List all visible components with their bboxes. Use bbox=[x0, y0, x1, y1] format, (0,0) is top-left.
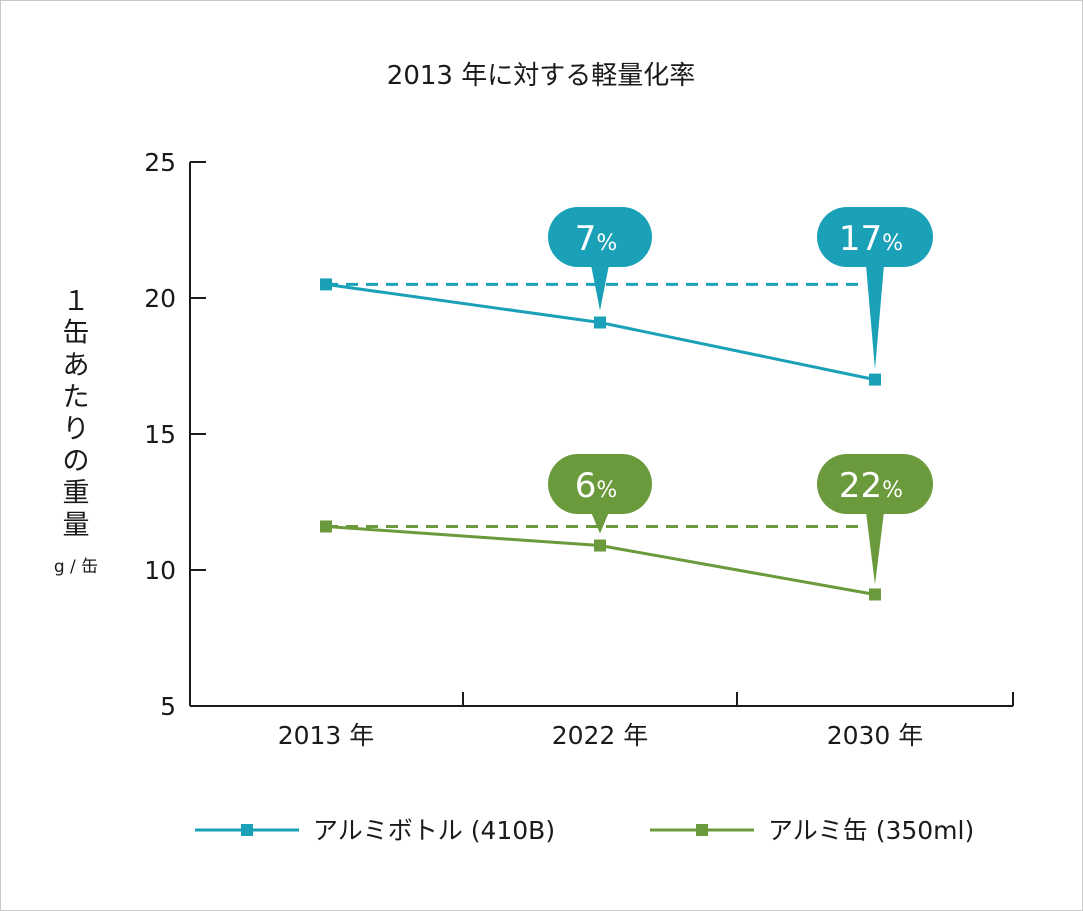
callout-unit: % bbox=[882, 478, 903, 503]
callout-value: 7 bbox=[575, 219, 597, 259]
y-axis-unit: g / 缶 bbox=[54, 557, 98, 577]
data-point bbox=[594, 316, 606, 329]
callout-unit: % bbox=[596, 478, 617, 503]
y-tick-label: 5 bbox=[160, 692, 176, 721]
callout-body bbox=[548, 207, 652, 267]
y-axis-label-char: 重 bbox=[63, 478, 90, 509]
callout-body bbox=[817, 207, 933, 267]
callout-value: 17 bbox=[839, 219, 882, 259]
y-tick-label: 10 bbox=[144, 556, 176, 585]
data-point bbox=[320, 520, 332, 533]
y-axis-label-char: の bbox=[63, 446, 90, 477]
y-axis-label-text: １缶あたりの重量 bbox=[63, 286, 90, 541]
legend-label: アルミ缶 (350ml) bbox=[768, 816, 974, 845]
data-point bbox=[869, 588, 881, 601]
data-point bbox=[320, 278, 332, 291]
x-tick-label: 2013 年 bbox=[278, 721, 375, 750]
data-point bbox=[869, 373, 881, 386]
x-tick-label: 2030 年 bbox=[827, 721, 924, 750]
callout-bubble: 7% bbox=[548, 207, 652, 311]
legend: アルミボトル (410B) アルミ缶 (350ml) bbox=[195, 816, 974, 845]
y-axis-ticks: 5 10 15 20 25 bbox=[144, 148, 206, 721]
callout-pointer bbox=[591, 512, 609, 534]
callout-bubble: 17% bbox=[817, 207, 933, 370]
y-axis-label: １缶あたりの重量 g / 缶 bbox=[54, 286, 98, 577]
y-axis-label-char: 缶 bbox=[63, 318, 90, 349]
data-point bbox=[594, 539, 606, 552]
callout-pointer bbox=[866, 512, 884, 585]
legend-marker bbox=[241, 824, 253, 836]
callout-bubble: 22% bbox=[817, 454, 933, 585]
callout-value: 22 bbox=[839, 466, 882, 506]
callout-label: 17% bbox=[839, 219, 903, 259]
y-axis-label-char: 量 bbox=[63, 510, 90, 541]
y-axis-label-char: り bbox=[63, 414, 90, 445]
callout-bubble: 6% bbox=[548, 454, 652, 534]
y-axis-label-char: た bbox=[63, 382, 90, 413]
callout-pointer bbox=[591, 265, 609, 311]
callout-unit: % bbox=[882, 231, 903, 256]
callout-body bbox=[817, 454, 933, 514]
y-tick-label: 25 bbox=[144, 148, 176, 177]
callout-unit: % bbox=[596, 231, 617, 256]
callout-value: 6 bbox=[575, 466, 597, 506]
series-line bbox=[325, 524, 876, 596]
y-tick-label: 15 bbox=[144, 420, 176, 449]
x-tick-label: 2022 年 bbox=[552, 721, 649, 750]
y-tick-label: 20 bbox=[144, 284, 176, 313]
callouts: 7% 17%6% 22% bbox=[548, 207, 933, 585]
callout-body bbox=[548, 454, 652, 514]
x-axis-ticks: 2013 年 2022 年 2030 年 bbox=[278, 692, 1014, 750]
chart-title: 2013 年に対する軽量化率 bbox=[387, 61, 695, 91]
series-lines bbox=[320, 278, 881, 601]
callout-pointer bbox=[866, 265, 884, 370]
callout-label: 6% bbox=[575, 466, 618, 506]
legend-label: アルミボトル (410B) bbox=[313, 816, 555, 845]
y-axis-label-char: あ bbox=[63, 350, 90, 381]
callout-label: 7% bbox=[575, 219, 618, 259]
callout-label: 22% bbox=[839, 466, 903, 506]
legend-marker bbox=[696, 824, 708, 836]
y-axis-label-char: １ bbox=[63, 286, 90, 317]
